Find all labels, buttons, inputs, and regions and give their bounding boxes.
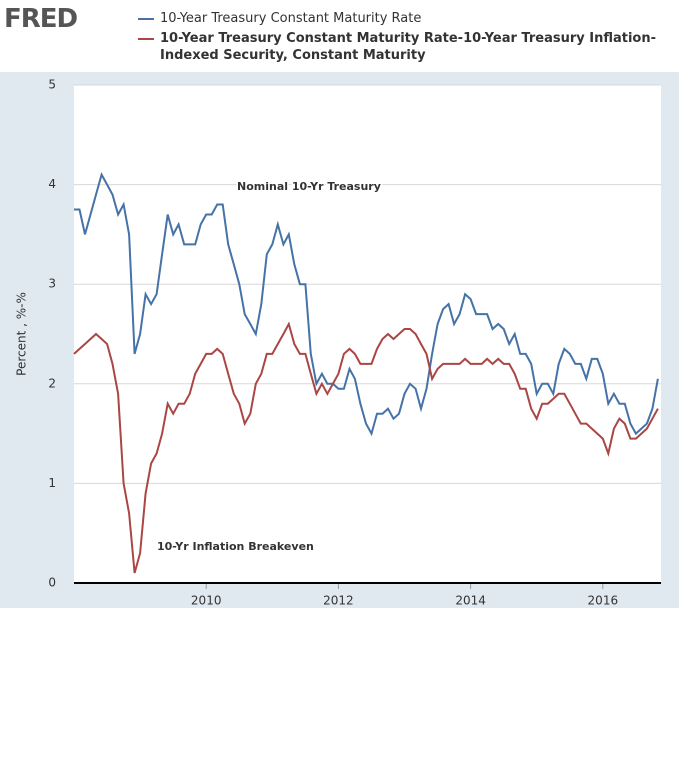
y-tick-label: 4 bbox=[48, 177, 56, 191]
annotation: Nominal 10-Yr Treasury bbox=[237, 180, 381, 193]
legend-item: 10-Year Treasury Constant Maturity Rate-… bbox=[138, 30, 660, 64]
x-tick-label: 2016 bbox=[588, 594, 619, 608]
logo: FRED bbox=[4, 4, 78, 34]
y-tick-label: 3 bbox=[48, 277, 56, 291]
plot-area bbox=[74, 85, 661, 583]
legend-swatch bbox=[138, 38, 154, 40]
x-tick-label: 2012 bbox=[323, 594, 354, 608]
y-tick-label: 0 bbox=[48, 576, 56, 590]
x-tick-label: 2010 bbox=[191, 594, 222, 608]
y-tick-label: 1 bbox=[48, 476, 56, 490]
annotation: 10-Yr Inflation Breakeven bbox=[157, 540, 314, 553]
x-tick-label: 2014 bbox=[455, 594, 486, 608]
legend-label: 10-Year Treasury Constant Maturity Rate bbox=[160, 11, 422, 26]
y-axis-label: Percent , %-% bbox=[15, 292, 29, 376]
y-tick-label: 5 bbox=[48, 78, 56, 92]
line-series bbox=[73, 321, 659, 574]
legend-item: 10-Year Treasury Constant Maturity Rate bbox=[138, 10, 660, 27]
legend-swatch bbox=[138, 18, 154, 20]
y-tick-label: 2 bbox=[48, 376, 56, 390]
line-series bbox=[74, 171, 659, 437]
legend-label: 10-Year Treasury Constant Maturity Rate-… bbox=[160, 31, 656, 63]
